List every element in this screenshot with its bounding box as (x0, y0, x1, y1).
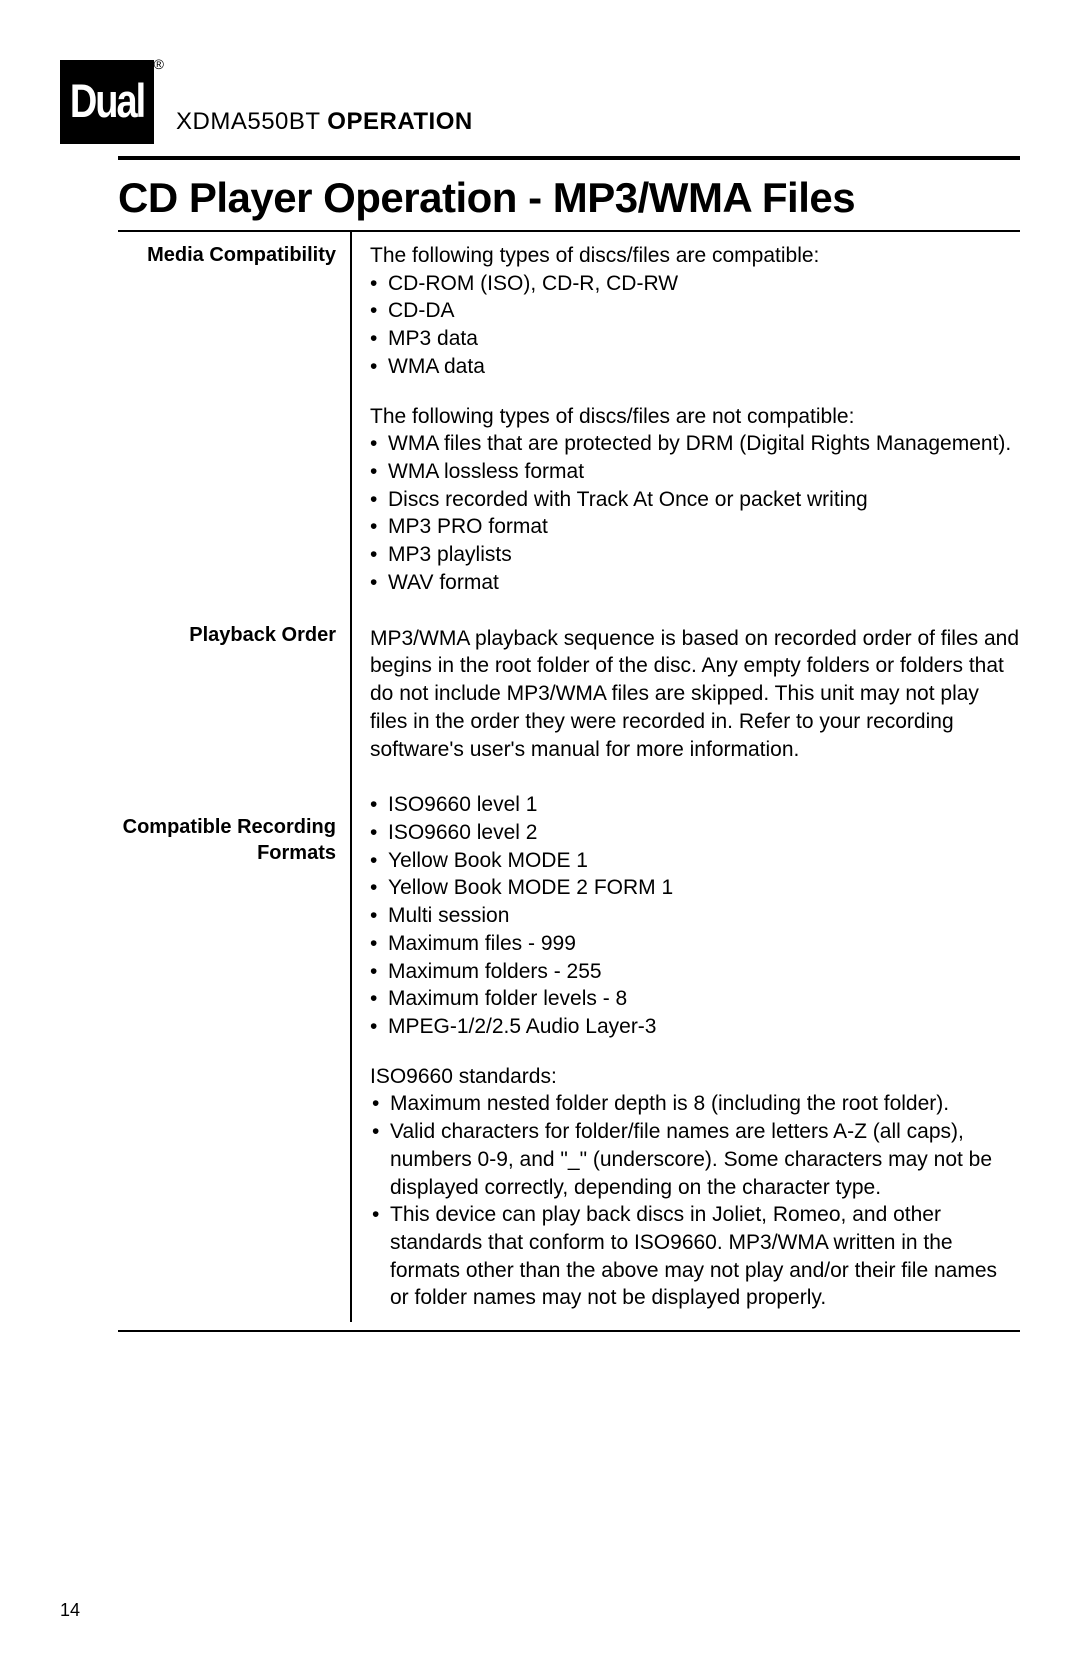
brand-logo: Dual ® (60, 60, 158, 144)
labels-column: Media Compatibility Playback Order Compa… (118, 232, 350, 1322)
formats-list: ISO9660 level 1 ISO9660 level 2 Yellow B… (370, 791, 1020, 1040)
section-media-compatibility: The following types of discs/files are c… (370, 242, 1020, 597)
body-text: MP3/WMA playback sequence is based on re… (370, 625, 1020, 764)
section-playback-order: MP3/WMA playback sequence is based on re… (370, 625, 1020, 764)
list-item: ISO9660 level 2 (370, 819, 1020, 847)
page-title: CD Player Operation - MP3/WMA Files (118, 174, 1020, 222)
iso-standards-list: Maximum nested folder depth is 8 (includ… (370, 1090, 1020, 1312)
section-label-playback: Playback Order (118, 622, 336, 648)
gap (370, 381, 1020, 403)
header-section: OPERATION (327, 108, 472, 135)
bottom-rule (118, 1330, 1020, 1332)
list-item: This device can play back discs in Jolie… (370, 1201, 1020, 1312)
compatible-list: CD-ROM (ISO), CD-R, CD-RW CD-DA MP3 data… (370, 270, 1020, 381)
list-item: Multi session (370, 902, 1020, 930)
list-item: ISO9660 level 1 (370, 791, 1020, 819)
registered-mark: ® (154, 56, 164, 72)
top-rule (118, 156, 1020, 160)
page-header: Dual ® XDMA550BT OPERATION (60, 60, 1020, 144)
list-item: Maximum folder levels - 8 (370, 985, 1020, 1013)
list-item: MP3 data (370, 325, 1020, 353)
body-column: The following types of discs/files are c… (352, 232, 1020, 1322)
list-item: MP3 playlists (370, 541, 1020, 569)
logo-text: Dual (70, 75, 144, 129)
list-item: MP3 PRO format (370, 513, 1020, 541)
label-spacer (118, 268, 336, 622)
list-item: CD-DA (370, 297, 1020, 325)
section-label-formats: Compatible Recording Formats (118, 814, 336, 866)
list-item: Maximum folders - 255 (370, 958, 1020, 986)
list-item: Maximum nested folder depth is 8 (includ… (370, 1090, 1020, 1118)
list-item: WMA files that are protected by DRM (Dig… (370, 430, 1020, 458)
list-item: WMA lossless format (370, 458, 1020, 486)
manual-page: Dual ® XDMA550BT OPERATION CD Player Ope… (0, 0, 1080, 1669)
section-recording-formats: ISO9660 level 1 ISO9660 level 2 Yellow B… (370, 791, 1020, 1312)
list-item: Maximum files - 999 (370, 930, 1020, 958)
label-spacer (118, 648, 336, 814)
gap (370, 1041, 1020, 1063)
page-number: 14 (60, 1600, 80, 1621)
list-item: MPEG-1/2/2.5 Audio Layer-3 (370, 1013, 1020, 1041)
not-compatible-list: WMA files that are protected by DRM (Dig… (370, 430, 1020, 596)
content-grid: Media Compatibility Playback Order Compa… (118, 230, 1020, 1322)
intro-text: The following types of discs/files are c… (370, 242, 1020, 270)
logo-background: Dual (60, 60, 154, 144)
list-item: Yellow Book MODE 2 FORM 1 (370, 874, 1020, 902)
intro-text: ISO9660 standards: (370, 1063, 1020, 1091)
section-label-media: Media Compatibility (118, 242, 336, 268)
list-item: Yellow Book MODE 1 (370, 847, 1020, 875)
header-title: XDMA550BT OPERATION (176, 108, 473, 144)
intro-text: The following types of discs/files are n… (370, 403, 1020, 431)
list-item: Valid characters for folder/file names a… (370, 1118, 1020, 1201)
header-model: XDMA550BT (176, 108, 320, 135)
list-item: WMA data (370, 353, 1020, 381)
list-item: Discs recorded with Track At Once or pac… (370, 486, 1020, 514)
list-item: WAV format (370, 569, 1020, 597)
list-item: CD-ROM (ISO), CD-R, CD-RW (370, 270, 1020, 298)
